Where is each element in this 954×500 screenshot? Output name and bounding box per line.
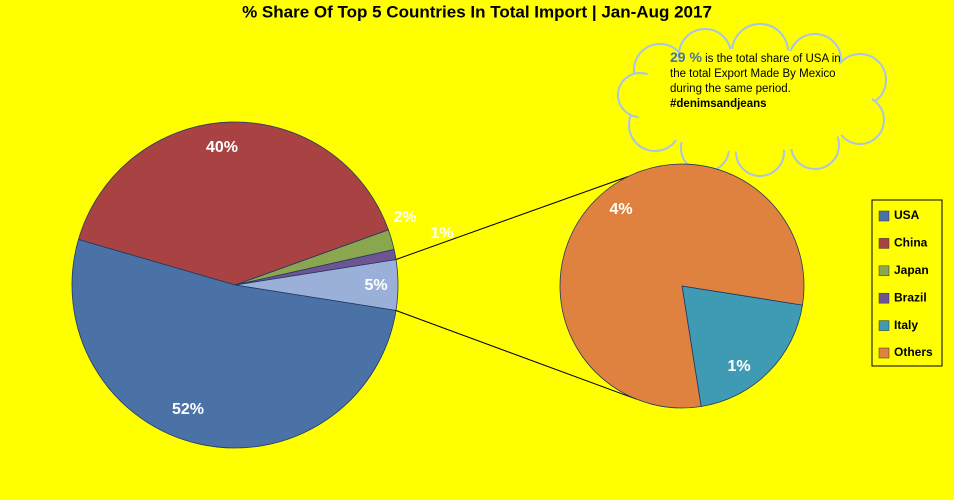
legend-swatch [878,292,890,304]
connector-line [395,175,629,260]
slice-label: 5% [364,277,387,294]
legend-label: Brazil [894,290,927,304]
slice-label: 40% [206,139,238,156]
callout-body: is the total share of USA in the total E… [670,53,841,95]
legend-swatch [878,238,890,249]
slice-label: 52% [172,401,204,418]
legend [871,199,943,367]
callout-highlight: 29 % [670,50,702,65]
legend-label: China [894,236,928,250]
connector-line [395,310,637,400]
legend-label: Italy [894,318,918,332]
callout: 29 % is the total share of USA in the to… [670,50,850,112]
pie-slice [681,285,803,407]
legend-label: Japan [894,263,929,277]
legend-swatch [878,320,890,331]
legend-label: USA [894,208,920,222]
callout-tag: #denimsandjeans [670,98,767,110]
legend-swatch [878,210,890,222]
slice-label: 4% [609,201,632,218]
legend-swatch [878,347,890,359]
chart-title: % Share Of Top 5 Countries In Total Impo… [242,2,712,21]
legend-swatch [878,265,890,277]
legend-label: Others [894,345,933,359]
pie-slice [559,163,805,409]
pie-slice [77,121,389,286]
pie-slice [71,239,397,449]
slice-label: 2% [393,209,416,226]
slice-label: 1% [430,225,453,242]
callout-text: 29 % is the total share of USA in the to… [670,50,850,112]
callout-cloud [617,23,887,177]
slice-label: 1% [727,358,750,375]
